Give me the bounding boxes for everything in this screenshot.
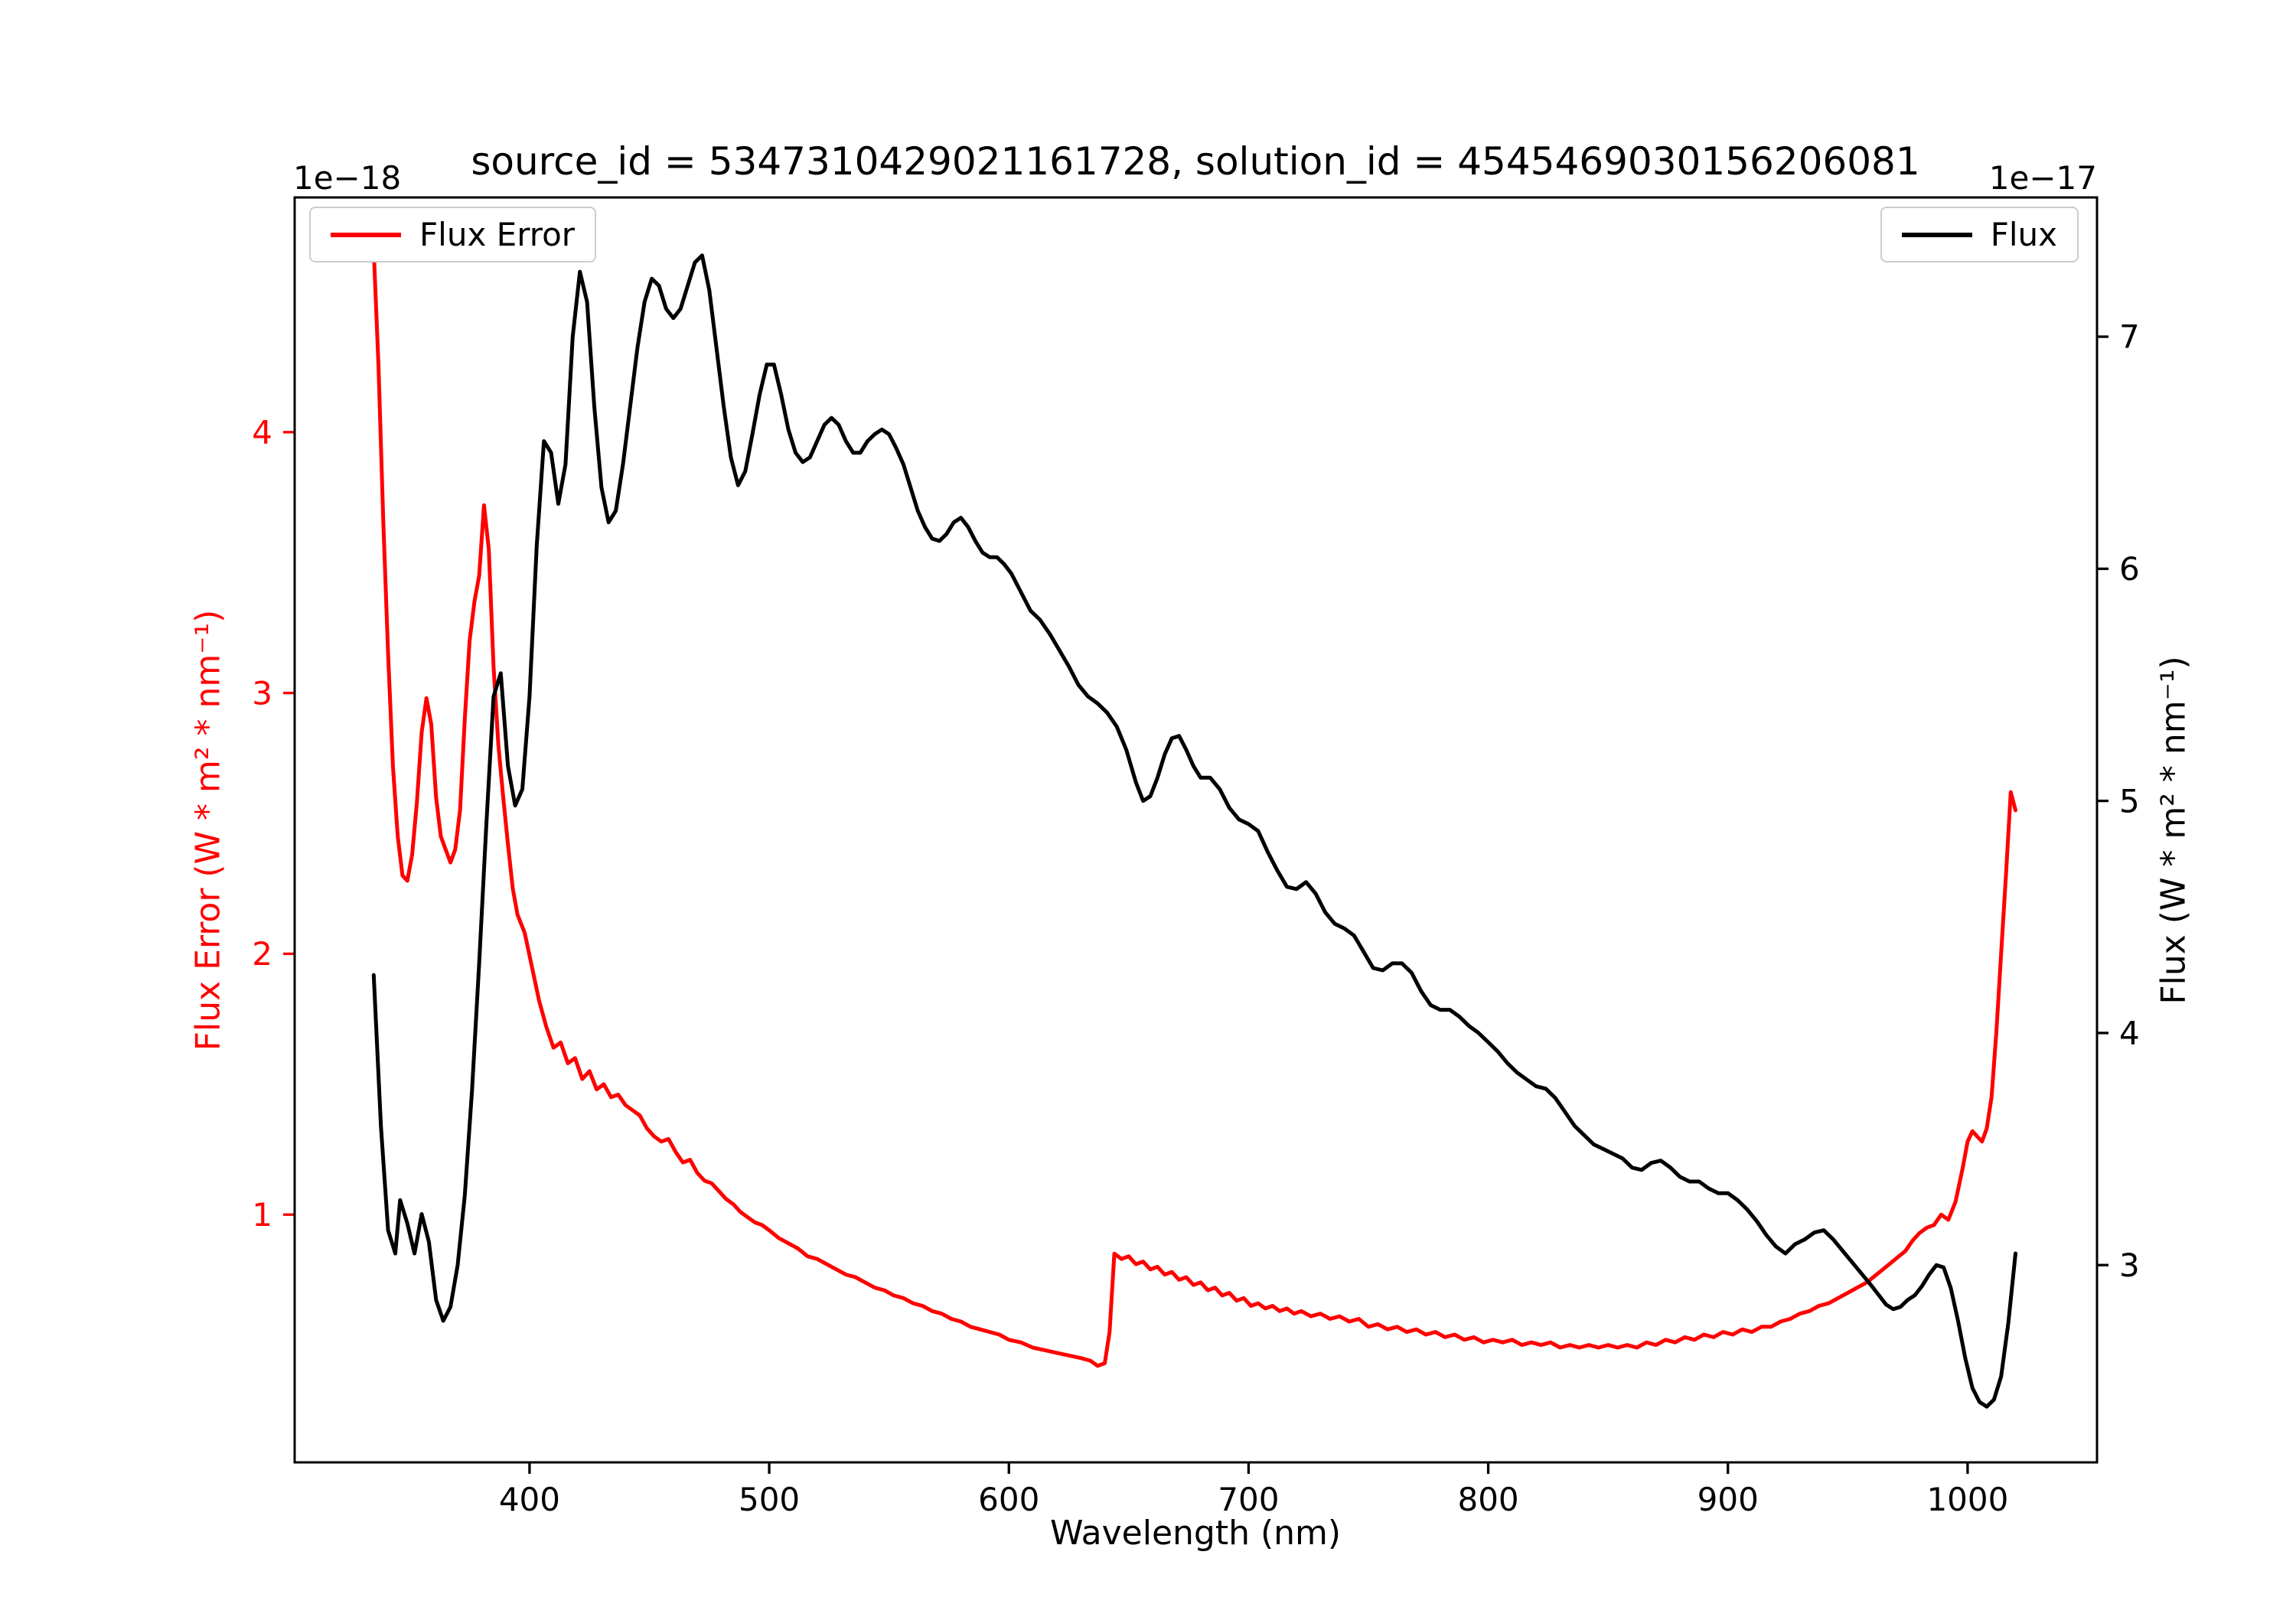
series-line-flux [371,253,2017,1409]
left-y-axis-label: Flux Error (W * m² * nm⁻¹) [188,609,228,1051]
legend-flux-label: Flux [1990,216,2057,253]
left-y-tick-label: 3 [252,674,272,712]
x-tick-label: 900 [1698,1481,1759,1518]
flux-error-line-swatch [331,232,401,237]
right-y-tick-label: 3 [2119,1247,2140,1284]
legend-flux-error-label: Flux Error [419,216,576,253]
left-y-tick-label: 1 [252,1196,272,1234]
axes-box [293,196,2099,1464]
x-tick-label: 700 [1218,1481,1279,1518]
left-y-tick-label: 2 [252,935,272,973]
x-tick-label: 400 [499,1481,560,1518]
right-y-tick-label: 7 [2119,318,2140,356]
x-tick-label: 1000 [1926,1481,2008,1518]
right-y-tick-label: 5 [2119,782,2140,820]
x-tick-label: 800 [1457,1481,1518,1518]
flux-line-swatch [1901,232,1972,237]
legend-flux-error: Flux Error [309,207,597,262]
right-y-axis-label: Flux (W * m² * nm⁻¹) [2154,656,2193,1005]
series-line-flux-error [371,247,2017,1368]
right-y-tick-label: 4 [2119,1015,2140,1052]
x-axis-label: Wavelength (nm) [1049,1514,1342,1553]
chart-title: source_id = 5347310429021161728, solutio… [471,139,1920,184]
left-axis-offset-text: 1e−18 [293,159,402,197]
x-tick-label: 500 [739,1481,800,1518]
right-axis-offset-text: 1e−17 [1988,159,2097,197]
right-y-tick-label: 6 [2119,550,2140,588]
left-y-tick-label: 4 [252,413,272,451]
legend-flux: Flux [1880,207,2079,262]
x-tick-label: 600 [978,1481,1039,1518]
